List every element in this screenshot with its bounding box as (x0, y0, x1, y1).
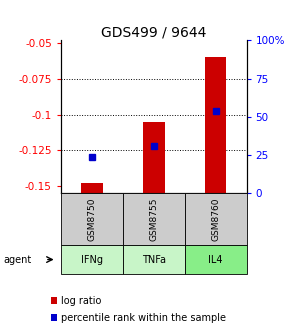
Text: GSM8760: GSM8760 (211, 198, 220, 241)
Bar (81, 183, 103, 193)
Text: agent: agent (3, 255, 31, 264)
Text: GSM8755: GSM8755 (149, 198, 158, 241)
Text: percentile rank within the sample: percentile rank within the sample (61, 312, 226, 323)
Text: log ratio: log ratio (61, 296, 101, 306)
Text: IFNg: IFNg (81, 255, 103, 264)
Title: GDS499 / 9644: GDS499 / 9644 (101, 25, 206, 39)
Bar (143, 122, 164, 193)
Text: GSM8750: GSM8750 (87, 198, 96, 241)
Text: TNFa: TNFa (142, 255, 166, 264)
Bar (205, 57, 226, 193)
Text: IL4: IL4 (208, 255, 223, 264)
